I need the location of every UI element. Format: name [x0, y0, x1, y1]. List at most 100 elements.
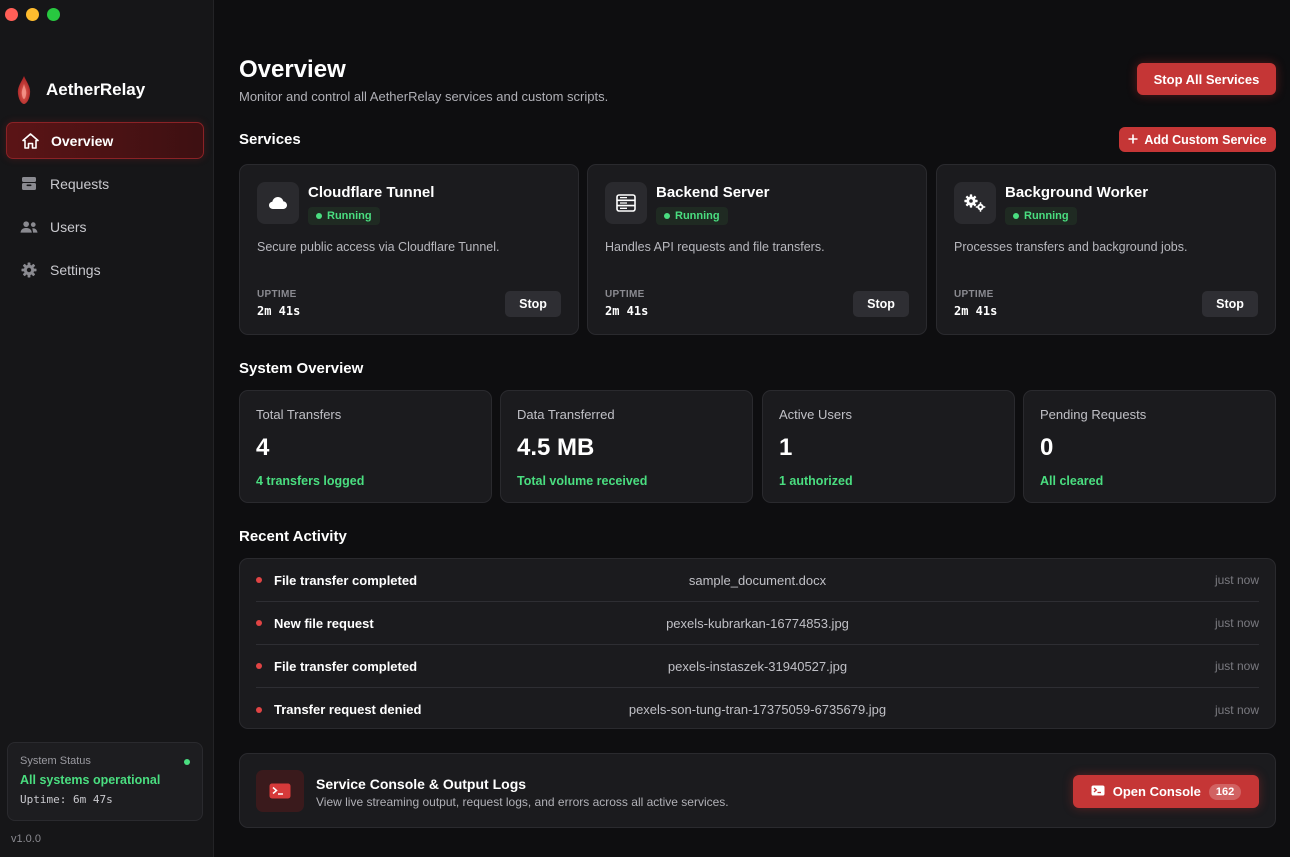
service-description: Secure public access via Cloudflare Tunn… [257, 240, 500, 254]
stop-service-button[interactable]: Stop [505, 291, 561, 317]
add-custom-service-label: Add Custom Service [1144, 132, 1267, 147]
sidebar-item-label: Requests [50, 175, 110, 192]
brand: AetherRelay [12, 74, 145, 106]
minimize-window-button[interactable] [26, 8, 39, 21]
terminal-icon [1091, 784, 1105, 799]
service-name: Background Worker [1005, 184, 1149, 201]
gears-icon [954, 182, 996, 224]
sidebar-item-label: Overview [51, 132, 114, 149]
page-title: Overview [239, 56, 346, 83]
service-description: Handles API requests and file transfers. [605, 240, 825, 254]
stat-value: 0 [1040, 434, 1054, 461]
stat-label: Data Transferred [517, 407, 615, 422]
sidebar-item-overview[interactable]: Overview [6, 122, 204, 159]
sidebar-item-users[interactable]: Users [6, 208, 204, 245]
status-badge: Running [1005, 207, 1077, 225]
app-version: v1.0.0 [11, 833, 41, 845]
system-overview-heading: System Overview [239, 360, 364, 377]
list-item[interactable]: File transfer completed pexels-instaszek… [256, 645, 1259, 688]
activity-time: just now [1214, 616, 1259, 630]
sidebar-item-label: Settings [50, 261, 101, 278]
stop-service-button[interactable]: Stop [853, 291, 909, 317]
services-heading: Services [239, 131, 301, 148]
activity-dot-icon [256, 706, 262, 713]
flame-logo-icon [12, 74, 36, 106]
stat-value: 4.5 MB [517, 434, 595, 461]
sidebar: AetherRelay Overview Requests Users Sett… [0, 0, 214, 857]
service-card-background-worker: Background Worker Running Processes tran… [936, 164, 1276, 335]
activity-time: just now [1214, 573, 1259, 587]
uptime-value: 2m 41s [257, 304, 301, 318]
uptime-value: 2m 41s [605, 304, 649, 318]
stat-subtext: All cleared [1040, 474, 1104, 488]
open-console-button[interactable]: Open Console 162 [1073, 775, 1259, 808]
terminal-icon [256, 770, 304, 812]
uptime-value: 2m 41s [954, 304, 998, 318]
maximize-window-button[interactable] [47, 8, 60, 21]
activity-dot-icon [256, 577, 262, 583]
uptime-label: UPTIME [954, 289, 994, 300]
status-badge: Running [308, 207, 380, 225]
uptime-label: UPTIME [257, 289, 297, 300]
sidebar-nav: Overview Requests Users Settings [6, 122, 204, 294]
close-window-button[interactable] [5, 8, 18, 21]
recent-activity-heading: Recent Activity [239, 528, 347, 545]
status-uptime: Uptime: 6m 47s [20, 793, 113, 806]
service-card-backend-server: Backend Server Running Handles API reque… [587, 164, 927, 335]
status-message: All systems operational [20, 773, 161, 787]
list-item[interactable]: File transfer completed sample_document.… [256, 559, 1259, 602]
stat-card-total-transfers: Total Transfers 4 4 transfers logged [239, 390, 492, 503]
list-item[interactable]: New file request pexels-kubrarkan-167748… [256, 602, 1259, 645]
stat-subtext: 4 transfers logged [256, 474, 365, 488]
stat-label: Total Transfers [256, 407, 342, 422]
service-card-cloudflare-tunnel: Cloudflare Tunnel Running Secure public … [239, 164, 579, 335]
stat-card-active-users: Active Users 1 1 authorized [762, 390, 1015, 503]
plus-icon [1128, 133, 1138, 147]
console-subtitle: View live streaming output, request logs… [316, 795, 729, 809]
activity-dot-icon [256, 663, 262, 669]
system-status-card: System Status All systems operational Up… [7, 742, 203, 821]
status-badge: Running [656, 207, 728, 225]
stat-card-pending-requests: Pending Requests 0 All cleared [1023, 390, 1276, 503]
stat-label: Active Users [779, 407, 852, 422]
console-count-badge: 162 [1208, 783, 1242, 800]
stat-subtext: 1 authorized [779, 474, 853, 488]
activity-title: Transfer request denied [274, 702, 422, 717]
open-console-label: Open Console [1112, 784, 1201, 799]
cloud-icon [257, 182, 299, 224]
service-description: Processes transfers and background jobs. [954, 240, 1188, 254]
add-custom-service-button[interactable]: Add Custom Service [1119, 127, 1276, 152]
stat-value: 1 [779, 434, 793, 461]
activity-dot-icon [256, 620, 262, 626]
sidebar-item-requests[interactable]: Requests [6, 165, 204, 202]
activity-time: just now [1214, 702, 1259, 717]
stop-all-services-button[interactable]: Stop All Services [1137, 63, 1276, 95]
activity-title: New file request [274, 615, 374, 631]
gear-icon [20, 261, 38, 279]
sidebar-item-label: Users [50, 218, 87, 235]
window-controls [5, 8, 60, 21]
console-title: Service Console & Output Logs [316, 776, 527, 792]
stop-service-button[interactable]: Stop [1202, 291, 1258, 317]
service-name: Backend Server [656, 184, 770, 201]
users-icon [20, 218, 38, 236]
activity-time: just now [1214, 659, 1259, 673]
stat-card-data-transferred: Data Transferred 4.5 MB Total volume rec… [500, 390, 753, 503]
service-console-card: Service Console & Output Logs View live … [239, 753, 1276, 828]
status-title: System Status [20, 755, 91, 767]
stat-label: Pending Requests [1040, 407, 1147, 422]
inbox-icon [20, 175, 38, 193]
recent-activity-list: File transfer completed sample_document.… [239, 558, 1276, 729]
status-indicator-icon [184, 759, 190, 765]
main-content: Overview Monitor and control all AetherR… [239, 0, 1276, 857]
sidebar-item-settings[interactable]: Settings [6, 251, 204, 288]
activity-title: File transfer completed [274, 572, 418, 588]
list-item[interactable]: Transfer request denied pexels-son-tung-… [256, 688, 1259, 731]
page-subtitle: Monitor and control all AetherRelay serv… [239, 89, 609, 104]
stat-subtext: Total volume received [517, 474, 648, 488]
stat-value: 4 [256, 434, 270, 461]
service-name: Cloudflare Tunnel [308, 184, 435, 201]
server-icon [605, 182, 647, 224]
app-name: AetherRelay [46, 80, 146, 99]
home-icon [21, 132, 39, 150]
